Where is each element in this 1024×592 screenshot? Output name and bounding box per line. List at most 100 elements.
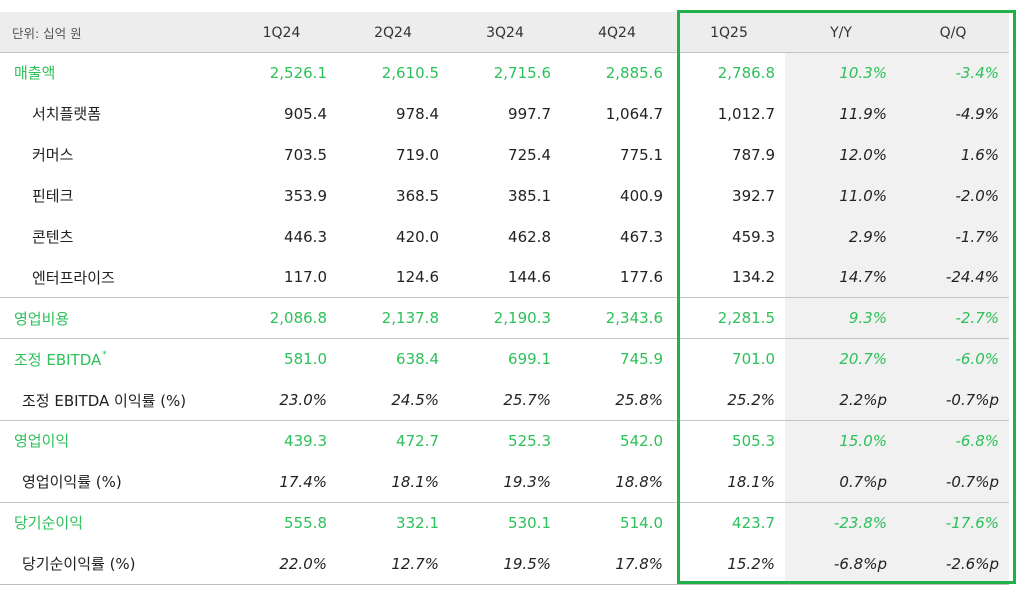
table-cell: 439.3 <box>226 420 337 461</box>
table-cell: 177.6 <box>620 268 663 287</box>
table-cell: 0.7%p <box>785 460 897 502</box>
row-label: 영업이익률 (%) <box>22 473 122 492</box>
column-header: 2Q24 <box>337 12 449 52</box>
row-label: 콘텐츠 <box>32 228 74 246</box>
table-cell: 10.3% <box>785 52 897 93</box>
table-cell: 462.8 <box>508 227 551 246</box>
table-cell: 542.0 <box>561 420 673 461</box>
column-header: 3Q24 <box>449 12 561 52</box>
row-label: 영업비용 <box>0 297 226 338</box>
table-cell: 392.7 <box>732 186 775 205</box>
table-cell: 385.1 <box>508 186 551 205</box>
table-cell: 15.0% <box>785 420 897 461</box>
row-label: 당기순이익률 (%) <box>22 555 136 574</box>
table-cell: 2.2%p <box>785 379 897 421</box>
table-cell: 2,715.6 <box>449 52 561 93</box>
table-cell: 775.1 <box>620 145 663 164</box>
table-cell: -4.9% <box>897 92 1009 134</box>
table-cell: 25.7% <box>503 391 551 410</box>
table-cell: 2,281.5 <box>673 297 785 338</box>
table-cell: -2.7% <box>897 297 1009 339</box>
table-cell: 2,786.8 <box>673 52 785 93</box>
row-label: 조정 EBITDA 이익률 (%) <box>22 391 187 410</box>
table-cell: 787.9 <box>732 145 775 164</box>
table-cell: 514.0 <box>561 501 673 543</box>
table-cell: 2,086.8 <box>226 297 337 338</box>
table-cell: 1,012.7 <box>717 104 775 123</box>
table-cell: 17.4% <box>279 472 327 491</box>
table-cell: 12.7% <box>391 554 439 573</box>
table-cell: 19.5% <box>503 554 551 573</box>
column-header: 4Q24 <box>561 12 673 52</box>
table-cell: 638.4 <box>337 338 449 379</box>
table-cell: 725.4 <box>508 145 551 164</box>
table-cell: 703.5 <box>284 145 327 164</box>
table-cell: 15.2% <box>727 554 775 573</box>
table-cell: 22.0% <box>279 554 327 573</box>
table-cell: 701.0 <box>673 338 785 379</box>
unit-label: 단위: 십억 원 <box>0 12 226 52</box>
table-cell: 353.9 <box>284 186 327 205</box>
table-cell: 905.4 <box>284 104 327 123</box>
table-cell: 1.6% <box>897 133 1009 175</box>
table-cell: 23.0% <box>279 391 327 410</box>
table-cell: 11.9% <box>785 92 897 134</box>
table-cell: 978.4 <box>396 104 439 123</box>
table-cell: 134.2 <box>732 268 775 287</box>
row-label: 서치플랫폼 <box>32 105 102 124</box>
row-label: 당기순이익 <box>0 501 226 543</box>
table-cell: 25.2% <box>727 391 775 410</box>
table-cell: -0.7%p <box>897 379 1009 421</box>
table-cell: 9.3% <box>785 297 897 339</box>
table-cell: -17.6% <box>897 501 1009 543</box>
table-cell: 17.8% <box>615 554 663 573</box>
row-label: 커머스 <box>32 146 74 165</box>
table-cell: 2,137.8 <box>337 297 449 338</box>
table-cell: -6.8% <box>897 420 1009 461</box>
table-cell: 467.3 <box>620 227 663 246</box>
table-cell: 19.3% <box>503 472 551 491</box>
table-cell: 368.5 <box>396 186 439 205</box>
table-cell: 530.1 <box>449 501 561 543</box>
table-cell: 423.7 <box>673 501 785 543</box>
table-cell: 459.3 <box>732 227 775 246</box>
table-cell: 25.8% <box>615 391 663 410</box>
column-header: Y/Y <box>785 12 897 52</box>
table-cell: 446.3 <box>284 227 327 246</box>
table-cell: -3.4% <box>897 52 1009 93</box>
table-cell: -24.4% <box>897 256 1009 298</box>
table-cell: 2,885.6 <box>561 52 673 93</box>
table-cell: 505.3 <box>673 420 785 461</box>
table-cell: 14.7% <box>785 256 897 298</box>
table-cell: 124.6 <box>396 268 439 287</box>
table-cell: 18.1% <box>391 472 439 491</box>
table-cell: -2.0% <box>897 174 1009 216</box>
column-header: 1Q25 <box>673 12 785 52</box>
table-cell: 20.7% <box>785 338 897 380</box>
table-cell: -6.0% <box>897 338 1009 380</box>
row-label-text: 조정 EBITDA <box>14 350 102 369</box>
table-cell: 719.0 <box>396 145 439 164</box>
table-cell: 2,610.5 <box>337 52 449 93</box>
financial-table: 단위: 십억 원 1Q24 2Q24 3Q24 4Q24 1Q25 Y/Y Q/Q 매출액 2,5… <box>0 12 1009 585</box>
table-cell: 18.8% <box>615 472 663 491</box>
table-cell: -6.8%p <box>785 542 897 584</box>
table-cell: -23.8% <box>785 501 897 543</box>
table-cell: 144.6 <box>508 268 551 287</box>
table-cell: 2,190.3 <box>449 297 561 338</box>
table-cell: 12.0% <box>785 133 897 175</box>
table-cell: 332.1 <box>337 501 449 543</box>
footnote-marker: * <box>102 350 107 361</box>
table-cell: 1,064.7 <box>605 104 663 123</box>
table-cell: -1.7% <box>897 215 1009 257</box>
column-header: Q/Q <box>897 12 1009 52</box>
table-cell: 400.9 <box>620 186 663 205</box>
table-cell: 555.8 <box>226 501 337 543</box>
table-cell: 997.7 <box>508 104 551 123</box>
table-cell: 18.1% <box>727 472 775 491</box>
table-cell: -0.7%p <box>897 460 1009 502</box>
table-cell: -2.6%p <box>897 542 1009 584</box>
table-cell: 24.5% <box>391 391 439 410</box>
column-header: 1Q24 <box>226 12 337 52</box>
